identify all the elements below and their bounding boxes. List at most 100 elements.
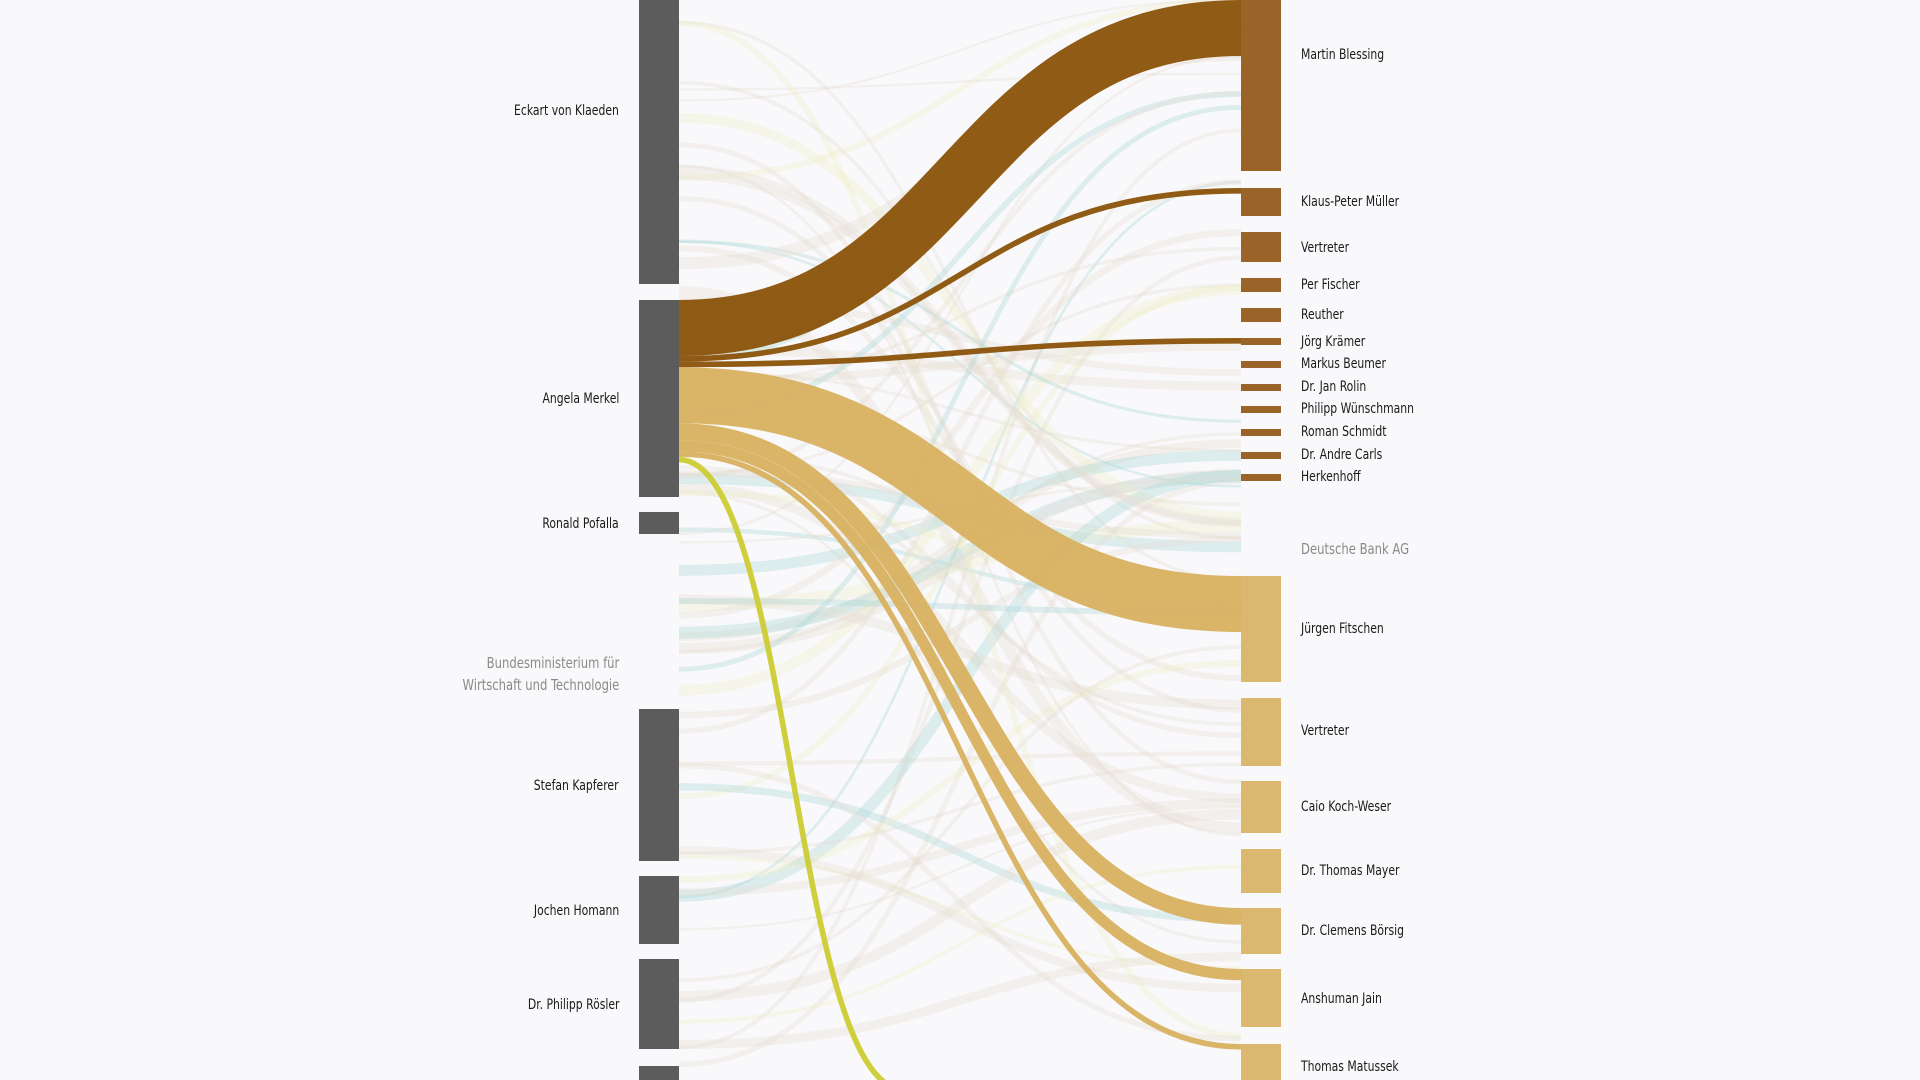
right-node-label[interactable]: Anshuman Jain [1301, 991, 1382, 1007]
left-node-bar[interactable] [639, 300, 679, 497]
right-node-label[interactable]: Dr. Clemens Börsig [1301, 923, 1405, 939]
right-node-bar[interactable] [1241, 698, 1281, 766]
right-node-label[interactable]: Reuther [1301, 307, 1344, 323]
background-flow [678, 806, 1242, 931]
background-flow [678, 72, 1242, 91]
background-flow [678, 854, 1242, 970]
background-flow [678, 196, 1242, 713]
background-flow [678, 370, 1242, 452]
right-node-label[interactable]: Caio Koch-Weser [1301, 799, 1392, 815]
highlighted-flows [678, 0, 1242, 1080]
left-nodes [639, 0, 679, 1080]
background-flow [678, 798, 1242, 897]
left-node-label[interactable]: Angela Merkel [542, 391, 619, 407]
right-node-bar[interactable] [1241, 338, 1281, 345]
background-flow [678, 239, 1242, 423]
right-node-bar[interactable] [1241, 474, 1281, 481]
background-flow [678, 180, 1242, 899]
flow-ribbon[interactable] [678, 338, 1242, 368]
background-flow [678, 864, 1242, 1024]
right-node-label[interactable]: Herkenhoff [1301, 469, 1361, 485]
flow-ribbon[interactable] [678, 0, 1242, 356]
right-node-bar[interactable] [1241, 406, 1281, 413]
background-flow [678, 751, 1242, 766]
left-node-bar[interactable] [639, 512, 679, 534]
right-node-label[interactable]: Martin Blessing [1301, 47, 1385, 63]
flow-ribbon[interactable] [678, 456, 905, 1080]
left-node-label[interactable]: Stefan Kapferer [534, 778, 619, 794]
background-flow [678, 247, 1242, 386]
background-flow [678, 482, 1242, 803]
right-node-bar[interactable] [1241, 188, 1281, 216]
right-node-bar[interactable] [1241, 232, 1281, 262]
right-node-bar[interactable] [1241, 278, 1281, 292]
left-node-bar[interactable] [639, 709, 679, 861]
right-node-bar[interactable] [1241, 908, 1281, 954]
right-node-bar[interactable] [1241, 781, 1281, 833]
background-flow [678, 128, 1242, 1050]
background-flow [678, 783, 1242, 923]
right-node-bar[interactable] [1241, 452, 1281, 459]
left-node-bar[interactable] [639, 876, 679, 944]
right-node-bar[interactable] [1241, 849, 1281, 893]
right-node-label[interactable]: Vertreter [1301, 723, 1350, 739]
background-flow [678, 80, 1242, 541]
background-flow [678, 229, 1242, 619]
left-node-label[interactable]: Eckart von Klaeden [514, 103, 619, 119]
left-node-label[interactable]: Jochen Homann [533, 903, 619, 919]
background-flow [678, 808, 1242, 1002]
left-group-label: Bundesministerium für Wirtschaft und Tec… [462, 654, 619, 694]
left-node-bar[interactable] [639, 959, 679, 1049]
background-flow [678, 439, 1242, 641]
right-node-bar[interactable] [1241, 429, 1281, 436]
flow-ribbon[interactable] [678, 188, 1242, 362]
background-flow [678, 0, 1242, 181]
background-flow [678, 0, 1242, 102]
background-flow [678, 142, 1242, 785]
right-node-label[interactable]: Per Fischer [1301, 277, 1360, 293]
background-flow [678, 594, 1242, 710]
background-flow [678, 952, 1242, 1049]
right-node-label[interactable]: Jürgen Fitschen [1301, 621, 1384, 637]
right-node-bar[interactable] [1241, 969, 1281, 1027]
background-flow [678, 520, 1242, 611]
background-flow [678, 54, 1242, 535]
background-flow [678, 20, 1242, 582]
right-node-label[interactable]: Philipp Wünschmann [1301, 401, 1415, 417]
left-node-bar[interactable] [639, 0, 679, 284]
right-nodes [1241, 0, 1281, 1080]
right-node-label[interactable]: Roman Schmidt [1301, 424, 1387, 440]
right-node-label[interactable]: Klaus-Peter Müller [1301, 194, 1400, 210]
flow-ribbon[interactable] [678, 423, 1242, 925]
right-node-bar[interactable] [1241, 1044, 1281, 1080]
left-node-label[interactable]: Ronald Pofalla [542, 516, 619, 532]
right-node-bar[interactable] [1241, 361, 1281, 368]
right-node-bar[interactable] [1241, 384, 1281, 391]
background-flow [678, 255, 1242, 1003]
right-node-bar[interactable] [1241, 0, 1281, 171]
background-flow [678, 179, 1242, 734]
background-flow [678, 470, 1242, 639]
background-flow [678, 245, 1242, 682]
right-node-label[interactable]: Markus Beumer [1301, 356, 1386, 372]
right-node-bar[interactable] [1241, 308, 1281, 322]
flow-ribbon[interactable] [678, 367, 1242, 632]
right-node-label[interactable]: Jörg Krämer [1301, 334, 1366, 350]
background-flow [678, 285, 1242, 800]
right-node-label[interactable]: Vertreter [1301, 240, 1350, 256]
right-node-label[interactable]: Dr. Andre Carls [1301, 447, 1383, 463]
right-node-label[interactable]: Dr. Jan Rolin [1301, 379, 1367, 395]
right-node-bar[interactable] [1241, 576, 1281, 682]
background-flow [678, 762, 1242, 856]
right-node-label[interactable]: Dr. Thomas Mayer [1301, 863, 1400, 879]
flow-ribbon[interactable] [678, 451, 1242, 1050]
right-node-label[interactable]: Thomas Matussek [1301, 1059, 1399, 1075]
background-flow [678, 165, 1242, 526]
left-node-label[interactable]: Dr. Philipp Rösler [527, 997, 619, 1013]
right-group-label: Deutsche Bank AG [1301, 540, 1410, 558]
flow-ribbon[interactable] [678, 440, 1242, 981]
background-flow [678, 762, 1242, 1042]
background-flow [678, 469, 1242, 654]
left-node-bar[interactable] [639, 1066, 679, 1080]
background-flow [678, 432, 1242, 653]
